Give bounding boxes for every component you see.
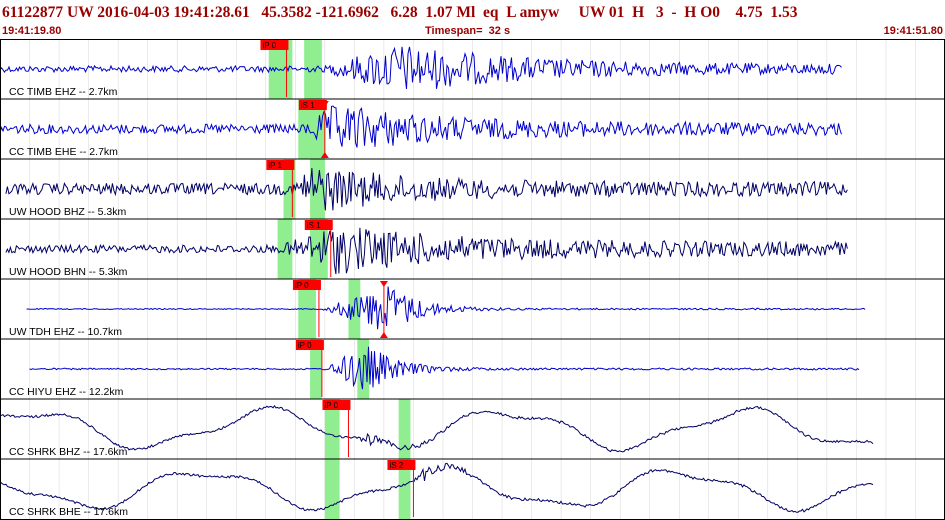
- station-label: CC TIMB EHE -- 2.7km: [9, 146, 118, 158]
- pick-label: iP 1: [268, 161, 282, 170]
- pick-window[interactable]: [324, 459, 340, 519]
- pick-flag[interactable]: [298, 100, 327, 110]
- trace-row[interactable]: UW TDH EHZ -- 10.7km iP 0: [0, 278, 945, 339]
- trace-row[interactable]: CC SHRK BHE -- 17.6km iS 2: [0, 458, 945, 519]
- pick-label: iP 0: [295, 281, 309, 290]
- pick-flag[interactable]: [387, 460, 416, 470]
- pick-flag[interactable]: [260, 40, 289, 50]
- pick-flag[interactable]: [266, 160, 295, 170]
- station-label: UW HOOD BHZ -- 5.3km: [9, 206, 127, 218]
- end-time-label: 19:41:51.80: [883, 25, 943, 37]
- pick-window[interactable]: [398, 459, 411, 519]
- trace-row[interactable]: CC HIYU EHZ -- 12.2km iP 0: [0, 338, 945, 399]
- station-label: CC HIYU EHZ -- 12.2km: [9, 386, 124, 398]
- pick-marker-bottom: [379, 332, 388, 338]
- pick-marker-bottom: [320, 152, 329, 158]
- waveform-trace: [26, 286, 866, 330]
- waveform-trace: [5, 168, 848, 211]
- station-label: UW HOOD BHN -- 5.3km: [9, 266, 128, 278]
- seismogram-panel[interactable]: CC TIMB EHZ -- 2.7km iP 0 CC TIMB EHE -- 2…: [0, 39, 945, 520]
- event-summary-title: 61122877 UW 2016-04-03 19:41:28.61 45.35…: [2, 4, 798, 21]
- station-label: CC SHRK BHZ -- 17.6km: [9, 446, 128, 458]
- trace-row[interactable]: UW HOOD BHZ -- 5.3km iP 1: [0, 158, 945, 219]
- waveform-trace: [0, 105, 842, 148]
- timespan-label: Timespan= 32 s: [425, 25, 511, 37]
- pick-flag[interactable]: [304, 220, 333, 230]
- trace-row[interactable]: UW HOOD BHN -- 5.3km iS 1: [0, 218, 945, 279]
- waveform-trace: [0, 404, 874, 453]
- start-time-label: 19:41:19.80: [2, 25, 62, 37]
- pick-label: iS 2: [389, 461, 403, 470]
- pick-label: iP 0: [324, 401, 338, 410]
- waveform-trace: [5, 227, 848, 275]
- station-label: CC SHRK BHE -- 17.6km: [9, 506, 128, 518]
- pick-marker-top: [379, 281, 388, 287]
- trace-row[interactable]: CC TIMB EHZ -- 2.7km iP 0: [0, 39, 945, 99]
- pick-label: iS 1: [301, 101, 315, 110]
- pick-label: iS 1: [307, 221, 321, 230]
- pick-flag[interactable]: [292, 280, 321, 290]
- station-label: CC TIMB EHZ -- 2.7km: [9, 86, 118, 98]
- pick-window[interactable]: [398, 399, 411, 459]
- pick-window[interactable]: [324, 399, 340, 459]
- trace-row[interactable]: CC SHRK BHZ -- 17.6km iP 0: [0, 398, 945, 459]
- pick-flag[interactable]: [322, 400, 351, 410]
- pick-window[interactable]: [283, 159, 296, 219]
- waveform-trace: [29, 346, 860, 390]
- pick-flag[interactable]: [295, 340, 324, 350]
- pick-label: iP 0: [298, 341, 312, 350]
- waveform-trace: [0, 462, 874, 513]
- waveform-trace: [0, 46, 842, 90]
- header-bar: 61122877 UW 2016-04-03 19:41:28.61 45.35…: [0, 0, 945, 40]
- pick-marker-top: [320, 101, 329, 107]
- pick-label: iP 0: [262, 41, 276, 50]
- station-label: UW TDH EHZ -- 10.7km: [9, 326, 122, 338]
- trace-row[interactable]: CC TIMB EHE -- 2.7km iS 1: [0, 98, 945, 159]
